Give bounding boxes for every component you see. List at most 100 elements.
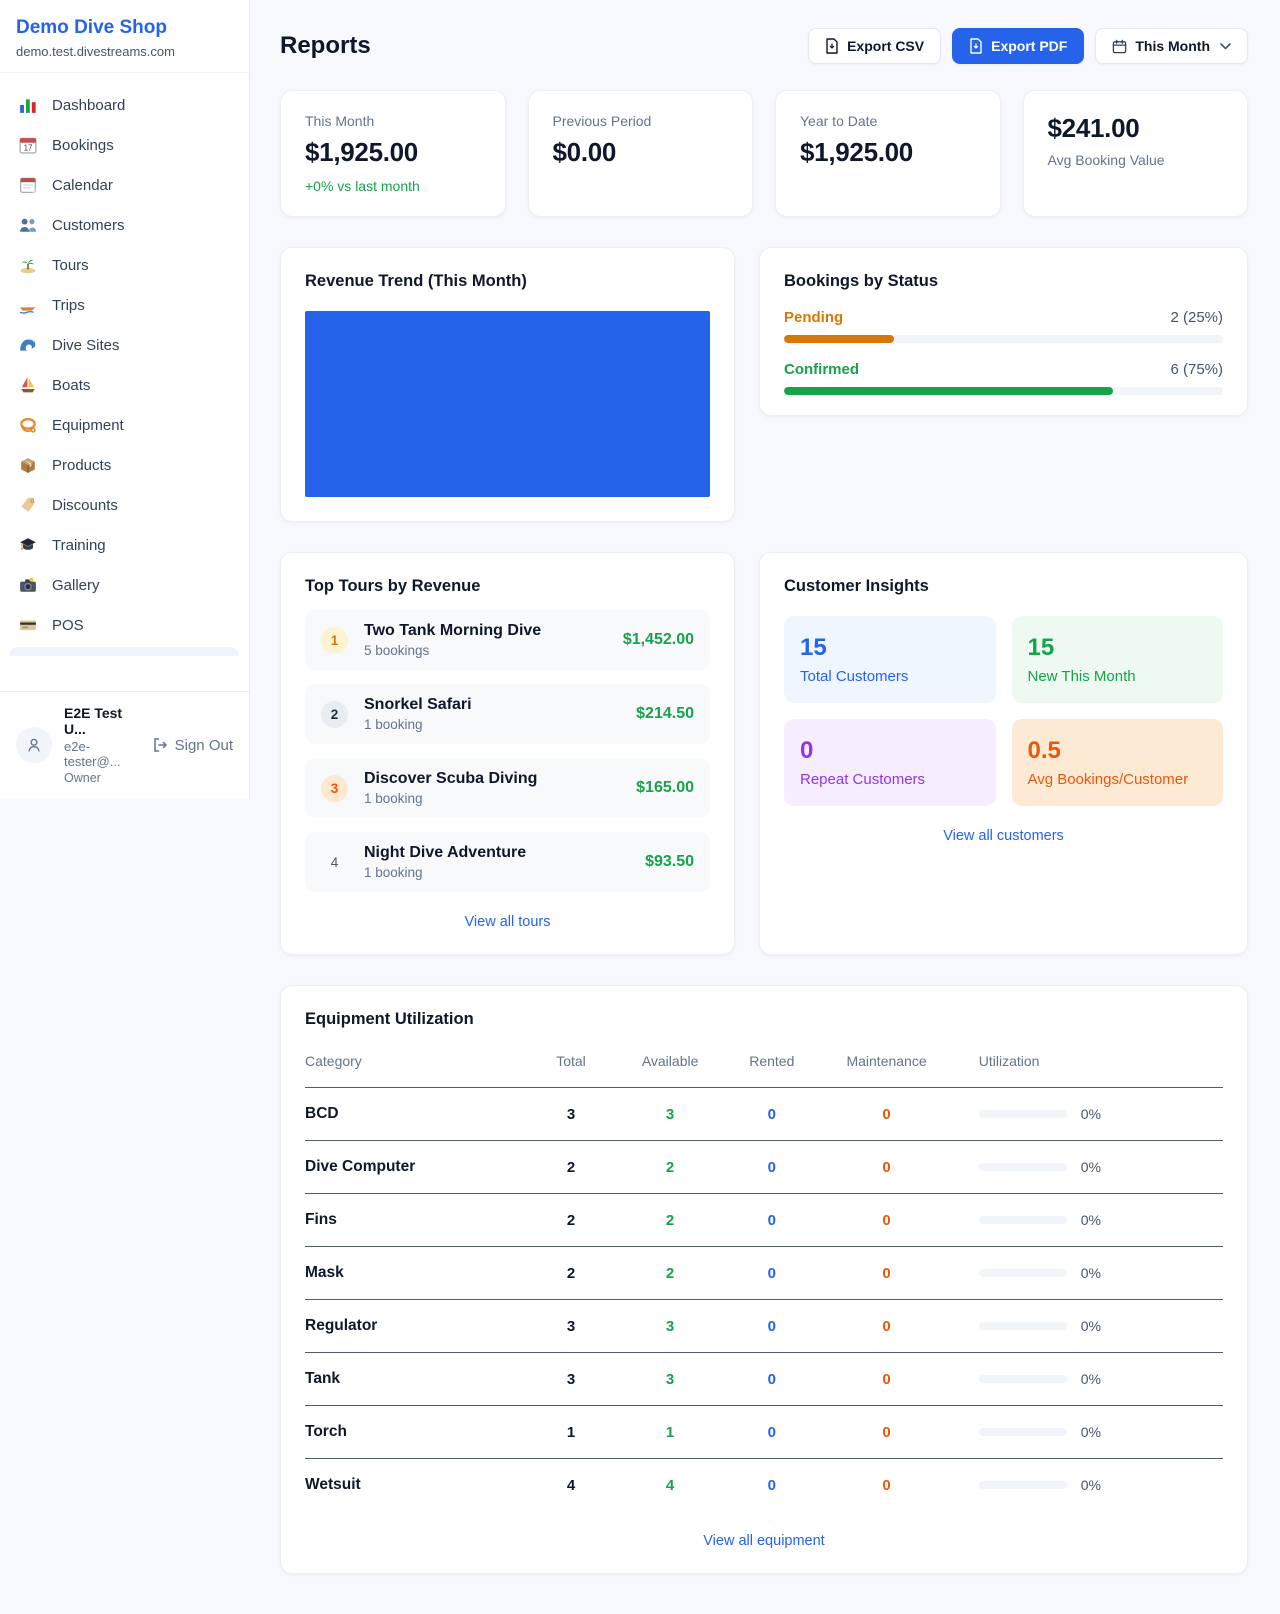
equipment-row: Torch 1 1 0 0 0%: [305, 1405, 1223, 1459]
sidebar-item-gallery[interactable]: Gallery: [0, 565, 249, 605]
equipment-category: Mask: [305, 1246, 525, 1300]
sidebar-item-bookings[interactable]: 17 Bookings: [0, 125, 249, 165]
customer-insights-card: Customer Insights 15 Total Customers 15 …: [759, 552, 1248, 955]
package-icon: [18, 455, 38, 475]
shop-name: Demo Dive Shop: [16, 17, 167, 38]
view-all-tours-link[interactable]: View all tours: [464, 914, 551, 930]
export-pdf-button[interactable]: Export PDF: [952, 28, 1085, 64]
equipment-utilization-cell: 0%: [951, 1193, 1223, 1247]
period-dropdown[interactable]: This Month: [1095, 28, 1248, 64]
utilization-percent: 0%: [1080, 1424, 1101, 1440]
shop-domain: demo.test.divestreams.com: [16, 44, 175, 59]
tour-amount: $1,452.00: [622, 631, 694, 648]
sidebar-item-dive-sites[interactable]: Dive Sites: [0, 325, 249, 365]
equipment-available: 2: [617, 1246, 723, 1300]
tour-name: Discover Scuba Diving: [364, 770, 538, 787]
equipment-rented: 0: [767, 1476, 776, 1494]
brand-block: Demo Dive Shop demo.test.divestreams.com: [0, 0, 249, 73]
status-row-pending: Pending 2 (25%): [784, 309, 1223, 326]
equipment-maintenance: 0: [821, 1299, 952, 1353]
price-tag-icon: [18, 495, 38, 515]
utilization-bar: [978, 1110, 1067, 1118]
utilization-bar: [978, 1322, 1067, 1330]
sidebar-item-equipment[interactable]: Equipment: [0, 405, 249, 445]
view-all-customers-link[interactable]: View all customers: [943, 828, 1064, 844]
sidebar-item-training[interactable]: Training: [0, 525, 249, 565]
equipment-utilization-cell: 0%: [951, 1352, 1223, 1406]
page-title: Reports: [280, 32, 371, 59]
view-all-equipment-link[interactable]: View all equipment: [703, 1533, 825, 1549]
export-csv-button[interactable]: Export CSV: [808, 28, 942, 64]
equipment-maintenance: 0: [821, 1087, 952, 1141]
sidebar-item-boats[interactable]: Boats: [0, 365, 249, 405]
bookings-by-status-card: Bookings by Status Pending 2 (25%) Confi…: [759, 247, 1248, 416]
user-info: E2E Test U... e2e-tester@... Owner: [64, 705, 140, 785]
utilization-bar: [978, 1375, 1067, 1383]
tour-row: 3 Discover Scuba Diving 1 booking $165.0…: [305, 758, 710, 818]
equipment-utilization-cell: 0%: [951, 1087, 1223, 1141]
desert-island-icon: [18, 255, 38, 275]
sidebar-item-dashboard[interactable]: Dashboard: [0, 85, 249, 125]
tour-amount: $165.00: [636, 779, 694, 796]
equipment-row: BCD 3 3 0 0 0%: [305, 1087, 1223, 1141]
sidebar-item-calendar[interactable]: Calendar: [0, 165, 249, 205]
sidebar-nav: Dashboard 17 Bookings Calendar Customers…: [0, 73, 249, 691]
stats-row: This Month $1,925.00 +0% vs last month P…: [280, 90, 1248, 217]
equipment-total: 4: [566, 1476, 576, 1494]
top-tours-title: Top Tours by Revenue: [305, 577, 481, 595]
avatar: [16, 727, 52, 763]
sidebar-item-products[interactable]: Products: [0, 445, 249, 485]
svg-text:17: 17: [24, 144, 33, 153]
tour-row: 1 Two Tank Morning Dive 5 bookings $1,45…: [305, 610, 710, 670]
equipment-maintenance: 0: [821, 1246, 952, 1300]
equipment-row: Fins 2 2 0 0 0%: [305, 1193, 1223, 1247]
user-name: E2E Test U...: [64, 705, 123, 737]
equipment-category: BCD: [305, 1087, 525, 1141]
equipment-category: Regulator: [305, 1299, 525, 1353]
equipment-row: Tank 3 3 0 0 0%: [305, 1352, 1223, 1406]
stat-card-avg-booking: $241.00 Avg Booking Value: [1022, 90, 1248, 217]
active-nav-highlight-partial: [10, 647, 239, 656]
equipment-utilization-title: Equipment Utilization: [305, 1010, 474, 1028]
equipment-category: Fins: [305, 1193, 525, 1247]
utilization-percent: 0%: [1080, 1106, 1101, 1122]
stat-card-previous-period: Previous Period $0.00: [527, 90, 753, 217]
equipment-table: Category Total Available Rented Maintena…: [305, 1037, 1223, 1511]
sidebar-item-discounts[interactable]: Discounts: [0, 485, 249, 525]
dive-mask-icon: [18, 415, 38, 435]
sidebar-item-pos[interactable]: POS: [0, 605, 249, 645]
user-role: Owner: [64, 771, 101, 785]
revenue-trend-card: Revenue Trend (This Month): [280, 247, 735, 522]
equipment-row: Mask 2 2 0 0 0%: [305, 1246, 1223, 1300]
sailboat-icon: [18, 375, 38, 395]
equipment-available: 2: [617, 1140, 723, 1194]
tour-row: 4 Night Dive Adventure 1 booking $93.50: [305, 832, 710, 892]
wave-icon: [18, 335, 38, 355]
tile-avg-bookings: 0.5 Avg Bookings/Customer: [1011, 719, 1223, 806]
charts-row: Revenue Trend (This Month) Bookings by S…: [280, 247, 1248, 522]
equipment-rented: 0: [722, 1246, 822, 1300]
tour-amount: $214.50: [636, 705, 694, 722]
utilization-percent: 0%: [1080, 1265, 1101, 1281]
equipment-utilization-cell: 0%: [951, 1246, 1223, 1300]
utilization-percent: 0%: [1080, 1477, 1101, 1493]
equipment-utilization-cell: 0%: [951, 1140, 1223, 1194]
calendar-icon: [18, 175, 38, 195]
page-header: Reports Export CSV Export PDF This Month: [280, 28, 1248, 64]
rank-badge: 4: [330, 854, 339, 870]
equipment-total: 3: [524, 1299, 618, 1353]
tour-bookings: 1 booking: [364, 791, 423, 806]
sidebar: Demo Dive Shop demo.test.divestreams.com…: [0, 0, 250, 798]
sidebar-item-customers[interactable]: Customers: [0, 205, 249, 245]
sidebar-item-trips[interactable]: Trips: [0, 285, 249, 325]
equipment-total: 1: [524, 1405, 618, 1459]
equipment-category: Tank: [305, 1352, 525, 1406]
equipment-rented: 0: [722, 1087, 822, 1141]
tour-bookings: 1 booking: [364, 865, 423, 880]
equipment-maintenance: 0: [821, 1140, 952, 1194]
rank-badge: 2: [321, 700, 348, 728]
equipment-row: Wetsuit 4 4 0 0 0%: [305, 1459, 1223, 1512]
sidebar-item-tours[interactable]: Tours: [0, 245, 249, 285]
sign-out-button[interactable]: Sign Out: [152, 737, 233, 754]
utilization-bar: [978, 1216, 1067, 1224]
